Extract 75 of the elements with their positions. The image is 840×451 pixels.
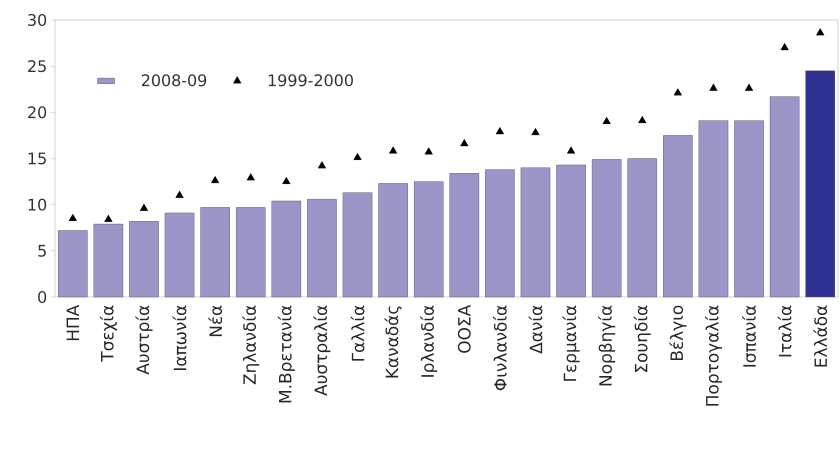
x-tick-label: ΗΠΑ [66, 304, 79, 340]
legend-label: 2008-09 [142, 74, 206, 86]
y-tick-label: 30 [28, 14, 46, 26]
bar [414, 181, 444, 298]
point [638, 116, 646, 124]
point [780, 43, 789, 50]
bar [770, 96, 800, 298]
bar [698, 120, 728, 298]
point [709, 84, 718, 91]
x-tick-label: Ιταλία [778, 306, 792, 356]
bar [272, 200, 302, 298]
point [175, 190, 184, 198]
y-tick-label: 0 [38, 290, 46, 304]
bar [450, 173, 480, 298]
legend-label: 1999-2000 [268, 74, 353, 86]
point [68, 214, 77, 221]
x-tick-label: Νέα [208, 306, 222, 336]
y-tick-label: 25 [28, 60, 46, 72]
bar [663, 135, 693, 298]
x-tick-label: Βέλγιο [669, 306, 686, 360]
point [353, 152, 362, 160]
x-tick-label: Γαλλία [350, 306, 364, 361]
y-tick-label: 15 [28, 152, 46, 164]
point [389, 146, 398, 154]
x-tick-label: Σουηδία [634, 306, 651, 372]
x-tick-label: Ιρλανδία [420, 306, 438, 377]
bar [164, 212, 194, 298]
point [140, 204, 148, 211]
x-tick-label: Πορτογαλία [704, 306, 722, 406]
bar [58, 230, 88, 298]
bar [805, 70, 836, 298]
x-tick-label: Αυστραλία [313, 306, 330, 396]
point [602, 116, 611, 124]
point [460, 139, 468, 146]
x-tick-label: Ισπανία [742, 306, 756, 367]
x-tick-label: Δανία [528, 306, 542, 354]
bar [485, 169, 515, 298]
point [246, 173, 255, 180]
point [282, 176, 290, 184]
bar [236, 207, 266, 298]
bar [734, 120, 764, 298]
point [816, 28, 824, 36]
point [496, 127, 504, 134]
bar [556, 164, 586, 298]
x-tick-label: Καναδάς [384, 306, 402, 378]
bar [129, 221, 159, 298]
y-tick-label: 20 [28, 106, 46, 118]
x-tick-label: Τσεχία [100, 306, 117, 362]
x-tick-label: Νορβηγία [598, 306, 616, 386]
bar [378, 183, 408, 298]
x-tick-label: Αυστρία [135, 306, 153, 375]
bar [307, 198, 337, 298]
point [211, 176, 220, 184]
y-tick-label: 5 [38, 244, 46, 257]
point [318, 161, 326, 168]
y-tick-label: 10 [28, 198, 46, 211]
point [674, 88, 682, 96]
point [744, 84, 754, 91]
point [566, 146, 576, 154]
bar [342, 192, 372, 298]
point [104, 214, 112, 222]
x-tick-label: Ελλάδα [813, 306, 828, 367]
bar [94, 224, 124, 298]
x-tick-label: ΟΟΣΑ [458, 304, 471, 353]
bar [627, 158, 658, 298]
x-tick-label: Γερμανία [562, 306, 580, 381]
x-tick-label: Μ.Βρετανία [278, 306, 295, 402]
bar [592, 159, 622, 298]
x-tick-label: Ζηλανδία [242, 306, 260, 384]
x-tick-label: Ιαπωνία [172, 306, 187, 370]
bar [200, 207, 230, 298]
x-tick-label: Φινλανδία [492, 306, 507, 390]
bar [520, 168, 550, 298]
point [531, 128, 540, 136]
point [424, 147, 433, 154]
